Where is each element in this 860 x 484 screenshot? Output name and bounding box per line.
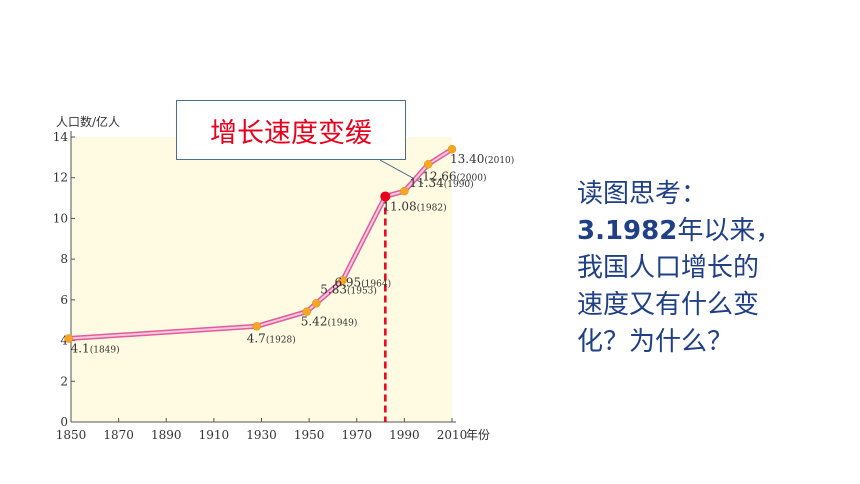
x-tick-label: 1990 [389, 428, 420, 442]
question-heading: 读图思考： [577, 179, 708, 209]
point-label: 6.95(1964) [334, 276, 391, 290]
callout-text: 增长速度变缓 [210, 117, 372, 149]
y-tick-label: 0 [60, 415, 68, 429]
question-number: 3.1982 [577, 216, 678, 246]
y-tick-label: 14 [53, 130, 69, 144]
point-value: 13.40 [450, 152, 484, 166]
point-year: (1928) [266, 334, 296, 345]
data-point [312, 299, 321, 308]
point-value: 11.08 [382, 199, 416, 213]
callout-box: 增长速度变缓 [176, 100, 406, 160]
x-tick-label: 1910 [199, 428, 230, 442]
point-value: 4.7 [247, 331, 266, 345]
point-label: 4.7(1928) [247, 331, 296, 345]
y-axis-title: 人口数/亿人 [56, 114, 120, 129]
x-tick-label: 1890 [151, 428, 182, 442]
data-point [338, 276, 347, 285]
y-tick-label: 10 [53, 211, 68, 225]
y-tick-label: 2 [60, 374, 68, 388]
point-year: (1849) [90, 345, 120, 356]
question-text-block: 读图思考： 3.1982年以来， 我国人口增长的 速度又有什么变 化？为什么？ [577, 176, 837, 361]
point-label: 5.42(1949) [301, 315, 358, 329]
x-tick-label: 1850 [56, 428, 87, 442]
x-axis-title: 年份 [466, 428, 490, 442]
data-point [423, 160, 433, 169]
x-tick-label: 1930 [246, 428, 277, 442]
y-tick-label: 12 [53, 171, 68, 185]
population-series [64, 144, 457, 343]
data-point [447, 144, 457, 154]
point-year: (1982) [417, 202, 447, 213]
point-year: (1990) [444, 179, 474, 190]
point-year: (1964) [361, 279, 391, 290]
point-label: 13.40(2010) [450, 152, 514, 166]
point-value: 11.34 [409, 176, 444, 190]
point-value: 12.66 [422, 169, 456, 183]
data-point [64, 334, 73, 343]
y-tick-label: 6 [60, 293, 68, 307]
point-value: 4.1 [71, 342, 90, 356]
x-tick-label: 2010 [437, 428, 468, 442]
x-tick-label: 1870 [103, 428, 134, 442]
data-point [252, 322, 261, 331]
question-line-1: 3.1982年以来， [577, 213, 837, 250]
chart-axes: 0 2 4 6 8 10 12 14 1850 1870 1890 1910 1930 1950 1970 1… [53, 130, 468, 442]
point-value: 5.83 [320, 282, 347, 296]
point-value: 5.42 [301, 315, 328, 329]
y-tick-label: 8 [60, 252, 68, 266]
data-point [400, 186, 409, 196]
data-point [302, 307, 311, 316]
point-value: 6.95 [334, 276, 361, 290]
question-line-4: 化？为什么？ [577, 327, 734, 357]
point-label: 5.83(1953) [320, 282, 377, 296]
point-year: (1953) [347, 285, 377, 296]
data-labels: 4.1(1849) 4.7(1928) 5.42(1949) 5.83(1953)6.… [71, 152, 515, 355]
point-year: (2010) [484, 155, 514, 166]
question-line-2: 我国人口增长的 [577, 253, 760, 283]
point-year: (1949) [327, 318, 357, 329]
question-line-1-rest: 年以来， [677, 216, 782, 246]
y-tick-label: 4 [60, 334, 68, 348]
point-year: (2000) [457, 172, 487, 183]
x-tick-label: 1970 [341, 428, 372, 442]
highlight-point [380, 191, 391, 202]
point-label: 11.34(1990) [409, 176, 473, 190]
point-label: 12.66(2000) [422, 169, 486, 183]
point-label: 11.08(1982) [382, 199, 446, 213]
plot-background [71, 137, 452, 422]
question-line-3: 速度又有什么变 [577, 290, 760, 320]
point-label: 4.1(1849) [71, 342, 120, 356]
x-tick-label: 1950 [294, 428, 325, 442]
